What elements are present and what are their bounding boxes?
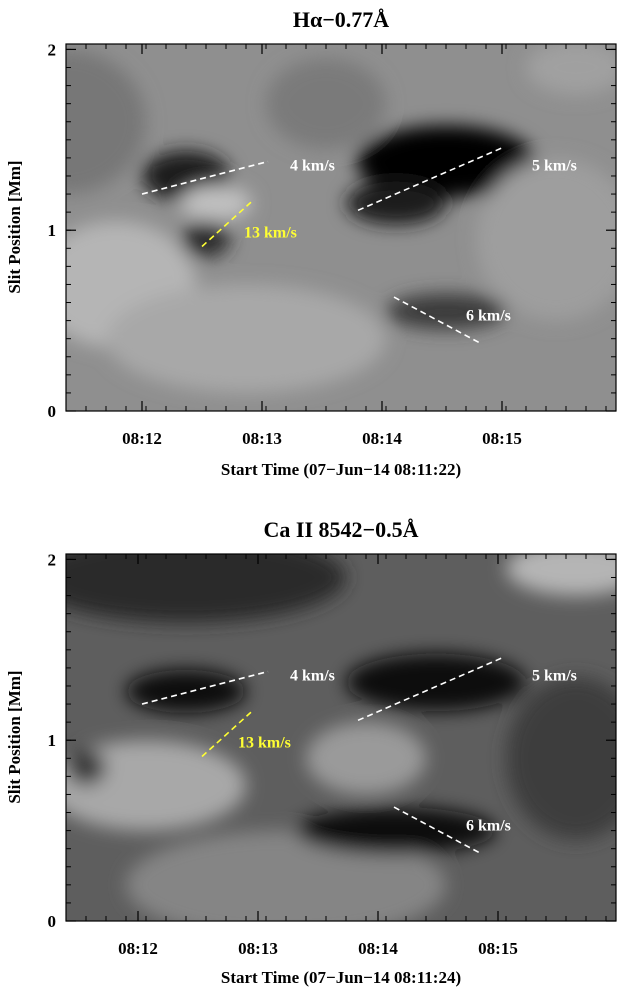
velocity-label: 4 km/s [290,668,335,685]
x-axis-ticks: 08:12 08:13 08:14 08:15 [65,44,607,448]
velocity-track-line [201,710,253,758]
velocity-label: 13 km/s [244,224,297,241]
intensity-blob [296,807,496,855]
x-axis-ticks: 08:12 08:13 08:14 08:15 [65,554,607,958]
velocity-track-line [141,670,269,705]
velocity-label: 5 km/s [532,158,577,175]
intensity-blob [66,740,246,831]
velocity-track-line [357,656,505,722]
intensity-blob [126,830,446,921]
velocity-track-line [393,296,483,345]
velocity-label: 4 km/s [290,158,335,175]
x-tick-label: 08:13 [238,939,278,958]
panel-caii: Ca II 8542−0.5Å 4 km/s 13 km/s 5 km/s 6 km/… [5,517,617,987]
panel-halpha: Hα−0.77Å 4 km/s 13 km/s 5 km/s 6 km/s 08:12… [5,7,617,479]
intensity-image [66,44,616,411]
plot-frame [65,43,617,412]
y-tick-label: 1 [48,731,57,750]
intensity-blob [526,44,616,95]
x-tick-label: 08:12 [122,429,162,448]
velocity-track-line [201,200,253,248]
intensity-image [66,554,616,921]
intensity-blob [126,669,246,714]
y-axis-ticks: 0 1 2 [48,40,616,421]
x-tick-label: 08:13 [242,429,282,448]
velocity-label: 5 km/s [532,668,577,685]
velocity-label: 6 km/s [466,818,511,835]
y-tick-label: 2 [48,40,57,59]
intensity-blob [506,676,616,840]
velocity-track-line [357,146,505,212]
velocity-label: 13 km/s [238,734,291,751]
intensity-blob [266,58,386,149]
intensity-blob [346,181,446,225]
x-axis-label: Start Time (07−Jun−14 08:11:24) [221,968,461,987]
y-tick-label: 1 [48,221,57,240]
y-axis-label: Slit Position [Mm] [5,160,24,293]
panel-title: Ca II 8542−0.5Å [264,517,419,542]
x-tick-label: 08:14 [362,429,402,448]
intensity-blob [386,293,506,330]
intensity-blob [106,284,386,393]
intensity-blob [182,221,230,258]
annotations: 4 km/s 13 km/s 5 km/s 6 km/s [141,656,577,855]
y-axis-label: Slit Position [Mm] [5,670,24,803]
x-axis-label: Start Time (07−Jun−14 08:11:22) [221,460,461,479]
x-tick-label: 08:15 [478,939,518,958]
y-tick-label: 0 [48,402,57,421]
plot-frame [65,553,617,922]
velocity-track-line [141,160,269,195]
intensity-blob [476,157,616,321]
intensity-blob [66,749,106,786]
annotations: 4 km/s 13 km/s 5 km/s 6 km/s [141,146,577,345]
x-tick-label: 08:15 [482,429,522,448]
x-tick-label: 08:14 [358,939,398,958]
x-tick-label: 08:12 [118,939,158,958]
intensity-blob [66,554,346,623]
intensity-blob [506,554,616,596]
velocity-track-line [393,806,483,855]
intensity-blob [346,653,526,712]
y-axis-ticks: 0 1 2 [48,550,616,931]
intensity-blob [66,49,146,195]
panel-title: Hα−0.77Å [293,7,389,32]
y-tick-label: 0 [48,912,57,931]
intensity-blobs [66,44,616,393]
intensity-blob [306,722,426,795]
intensity-blob [356,125,536,198]
intensity-blobs [66,554,616,921]
velocity-label: 6 km/s [466,308,511,325]
intensity-blob [180,185,252,222]
y-tick-label: 2 [48,550,57,569]
